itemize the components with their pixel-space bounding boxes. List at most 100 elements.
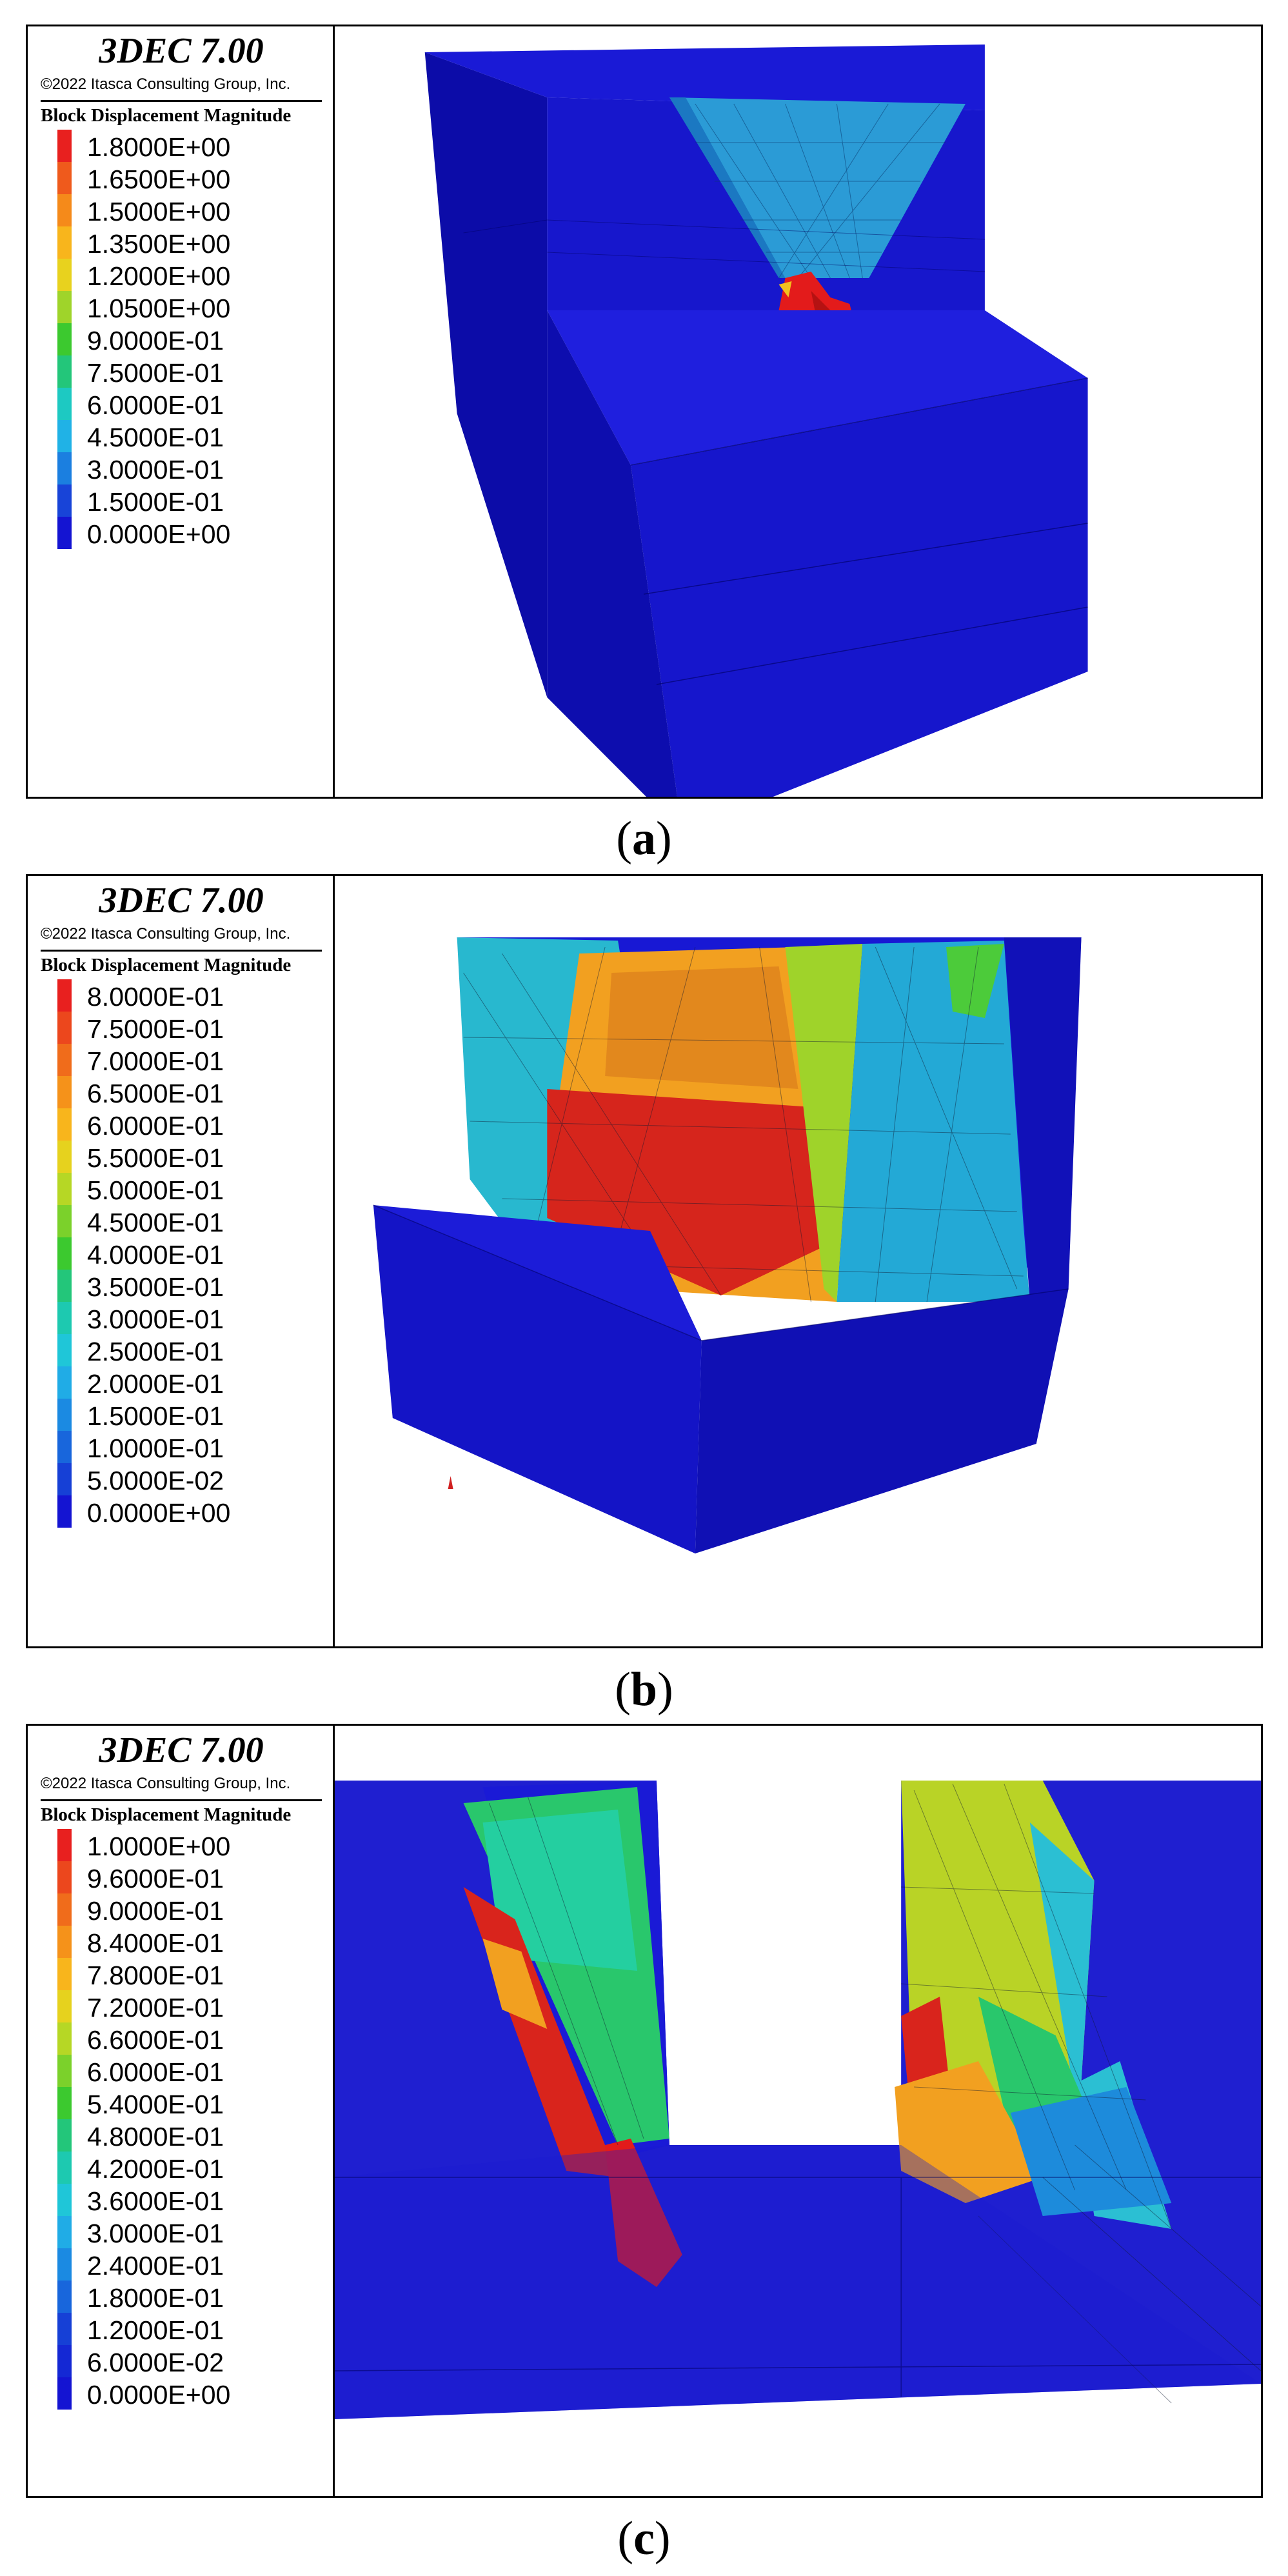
scale-swatch: [57, 194, 72, 226]
legend-divider: [41, 100, 322, 102]
legend-title: 3DEC 7.00: [99, 881, 264, 921]
scale-label: 2.0000E-01: [87, 1369, 224, 1399]
legend-divider: [41, 950, 322, 952]
scale-label: 1.0000E+00: [87, 1832, 231, 1861]
scale-label: 9.0000E-01: [87, 326, 224, 355]
model-view-c: [335, 1726, 1261, 2496]
scale-label: 1.2000E-01: [87, 2315, 224, 2345]
scale-swatch: [57, 1990, 72, 2022]
scale-swatch: [57, 1958, 72, 1990]
scale-swatch: [57, 2377, 72, 2410]
scale-label: 3.6000E-01: [87, 2186, 224, 2216]
legend-copyright: ©2022 Itasca Consulting Group, Inc.: [41, 1775, 291, 1792]
legend-header: Block Displacement Magnitude: [41, 105, 292, 126]
scale-swatch: [57, 2248, 72, 2281]
scale-label: 1.2000E+00: [87, 261, 231, 291]
scale-label: 1.5000E+00: [87, 197, 231, 226]
scale-label: 4.5000E-01: [87, 1208, 224, 1237]
scale-label: 4.5000E-01: [87, 423, 224, 452]
scale-label: 7.0000E-01: [87, 1046, 224, 1076]
scale-swatch: [57, 323, 72, 355]
scale-swatch: [57, 1012, 72, 1044]
scale-label: 1.6500E+00: [87, 165, 231, 194]
scale-swatch: [57, 1366, 72, 1399]
scale-swatch: [57, 1431, 72, 1463]
legend-title: 3DEC 7.00: [99, 31, 264, 71]
scale-swatch: [57, 1205, 72, 1237]
scale-swatch: [57, 2216, 72, 2248]
scale-label: 4.2000E-01: [87, 2154, 224, 2184]
legend-b: 3DEC 7.00 ©2022 Itasca Consulting Group,…: [28, 876, 335, 1646]
scale-swatch: [57, 1893, 72, 1926]
scale-swatch: [57, 1270, 72, 1302]
scale-label: 7.8000E-01: [87, 1961, 224, 1990]
scale-swatch: [57, 388, 72, 420]
scale-swatch: [57, 1044, 72, 1076]
scale-swatch: [57, 2119, 72, 2152]
scale-labels: 1.8000E+00 1.6500E+00 1.5000E+00 1.3500E+00…: [87, 131, 230, 550]
scale-label: 6.6000E-01: [87, 2025, 224, 2055]
legend-title: 3DEC 7.00: [99, 1730, 264, 1770]
scale-swatch: [57, 420, 72, 452]
scale-swatch: [57, 2313, 72, 2345]
scale-label: 6.0000E-02: [87, 2348, 224, 2377]
scale-label: 3.0000E-01: [87, 455, 224, 484]
scale-swatch: [57, 1076, 72, 1108]
model-view-b: [335, 876, 1261, 1646]
scale-label: 3.0000E-01: [87, 1304, 224, 1334]
scale-swatch: [57, 226, 72, 259]
caption-letter: a: [632, 812, 656, 865]
scale-label: 8.0000E-01: [87, 982, 224, 1012]
panel-c: 3DEC 7.00 ©2022 Itasca Consulting Group,…: [26, 1724, 1263, 2498]
legend-c: 3DEC 7.00 ©2022 Itasca Consulting Group,…: [28, 1726, 335, 2496]
scale-label: 2.4000E-01: [87, 2251, 224, 2281]
scale-label: 1.8000E+00: [87, 132, 231, 162]
scale-swatch: [57, 2087, 72, 2119]
scale-swatch: [57, 162, 72, 194]
scale-swatch: [57, 259, 72, 291]
scale-label: 8.4000E-01: [87, 1928, 224, 1958]
color-scale: [57, 1829, 72, 2410]
scale-swatch: [57, 452, 72, 484]
scale-swatch: [57, 979, 72, 1012]
scale-swatch: [57, 1495, 72, 1528]
scale-swatch: [57, 1237, 72, 1270]
scale-swatch: [57, 1141, 72, 1173]
scale-labels: 1.0000E+00 9.6000E-01 9.0000E-01 8.4000E-01…: [87, 1830, 230, 2411]
scale-swatch: [57, 2345, 72, 2377]
legend-copyright: ©2022 Itasca Consulting Group, Inc.: [41, 75, 291, 93]
scale-swatch: [57, 1829, 72, 1861]
caption-b: (b): [615, 1663, 673, 1716]
scale-labels: 8.0000E-01 7.5000E-01 7.0000E-01 6.5000E-01…: [87, 981, 230, 1529]
panel-b: 3DEC 7.00 ©2022 Itasca Consulting Group,…: [26, 874, 1263, 1648]
scale-label: 0.0000E+00: [87, 519, 231, 549]
block-model-render: [373, 937, 1082, 1553]
scale-label: 3.0000E-01: [87, 2219, 224, 2248]
scale-swatch: [57, 130, 72, 162]
scale-label: 0.0000E+00: [87, 1498, 231, 1528]
scale-label: 1.0500E+00: [87, 294, 231, 323]
model-view-a: [335, 26, 1261, 797]
legend-divider: [41, 1799, 322, 1801]
scale-swatch: [57, 1926, 72, 1958]
scale-label: 1.5000E-01: [87, 1401, 224, 1431]
scale-swatch: [57, 1399, 72, 1431]
scale-swatch: [57, 484, 72, 517]
color-scale: [57, 979, 72, 1528]
caption-letter: c: [633, 2512, 655, 2565]
scale-swatch: [57, 2152, 72, 2184]
scale-label: 1.5000E-01: [87, 487, 224, 517]
scale-swatch: [57, 355, 72, 388]
scale-swatch: [57, 2055, 72, 2087]
color-scale: [57, 130, 72, 549]
scale-label: 6.0000E-01: [87, 1111, 224, 1141]
scale-label: 7.5000E-01: [87, 1014, 224, 1044]
scale-label: 6.0000E-01: [87, 390, 224, 420]
legend-header: Block Displacement Magnitude: [41, 1804, 292, 1825]
scale-label: 7.2000E-01: [87, 1993, 224, 2022]
scale-label: 4.8000E-01: [87, 2122, 224, 2152]
scale-label: 5.0000E-01: [87, 1175, 224, 1205]
scale-label: 5.5000E-01: [87, 1143, 224, 1173]
legend-copyright: ©2022 Itasca Consulting Group, Inc.: [41, 925, 291, 943]
scale-swatch: [57, 1334, 72, 1366]
